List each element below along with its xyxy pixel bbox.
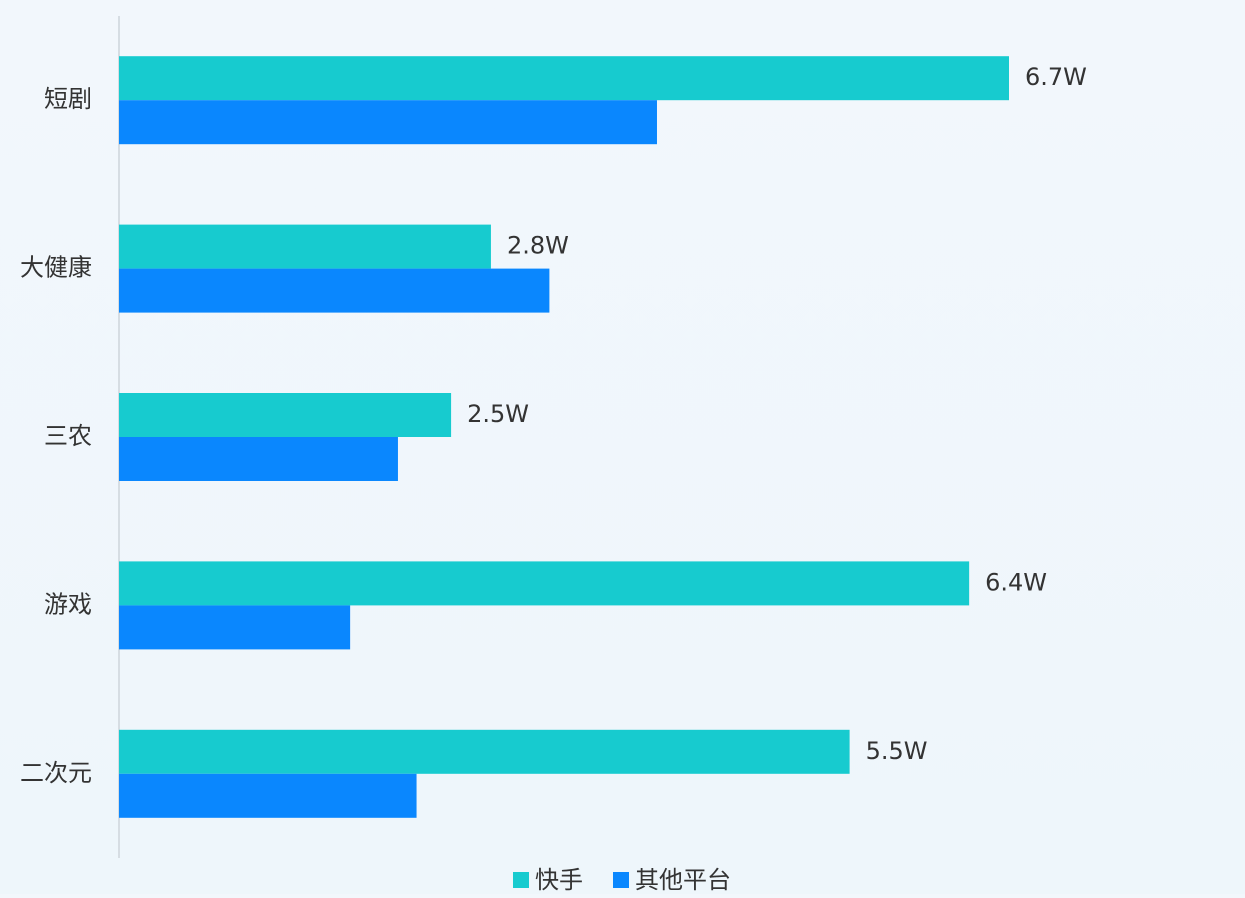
- value-label: 2.5W: [467, 400, 529, 428]
- category-label: 大健康: [20, 254, 92, 282]
- bar: [119, 56, 1009, 101]
- value-label: 2.8W: [507, 232, 569, 260]
- value-label: 5.5W: [866, 737, 928, 765]
- value-label: 6.4W: [985, 568, 1047, 596]
- bar: [119, 268, 550, 313]
- bar: [119, 100, 657, 145]
- legend-swatch: [513, 872, 529, 888]
- bar: [119, 605, 351, 650]
- bar: [119, 437, 398, 481]
- legend-swatch: [613, 872, 629, 888]
- category-label: 游戏: [44, 590, 92, 618]
- category-label: 短剧: [44, 85, 92, 113]
- category-label: 三农: [44, 422, 92, 450]
- legend-label: 快手: [535, 866, 583, 894]
- legend-label: 其他平台: [635, 866, 731, 894]
- bar: [119, 729, 850, 774]
- category-label: 二次元: [20, 759, 92, 787]
- bar: [119, 393, 452, 437]
- bar: [119, 773, 417, 818]
- bar: [119, 224, 491, 269]
- bar: [119, 561, 970, 606]
- value-label: 6.7W: [1025, 63, 1087, 91]
